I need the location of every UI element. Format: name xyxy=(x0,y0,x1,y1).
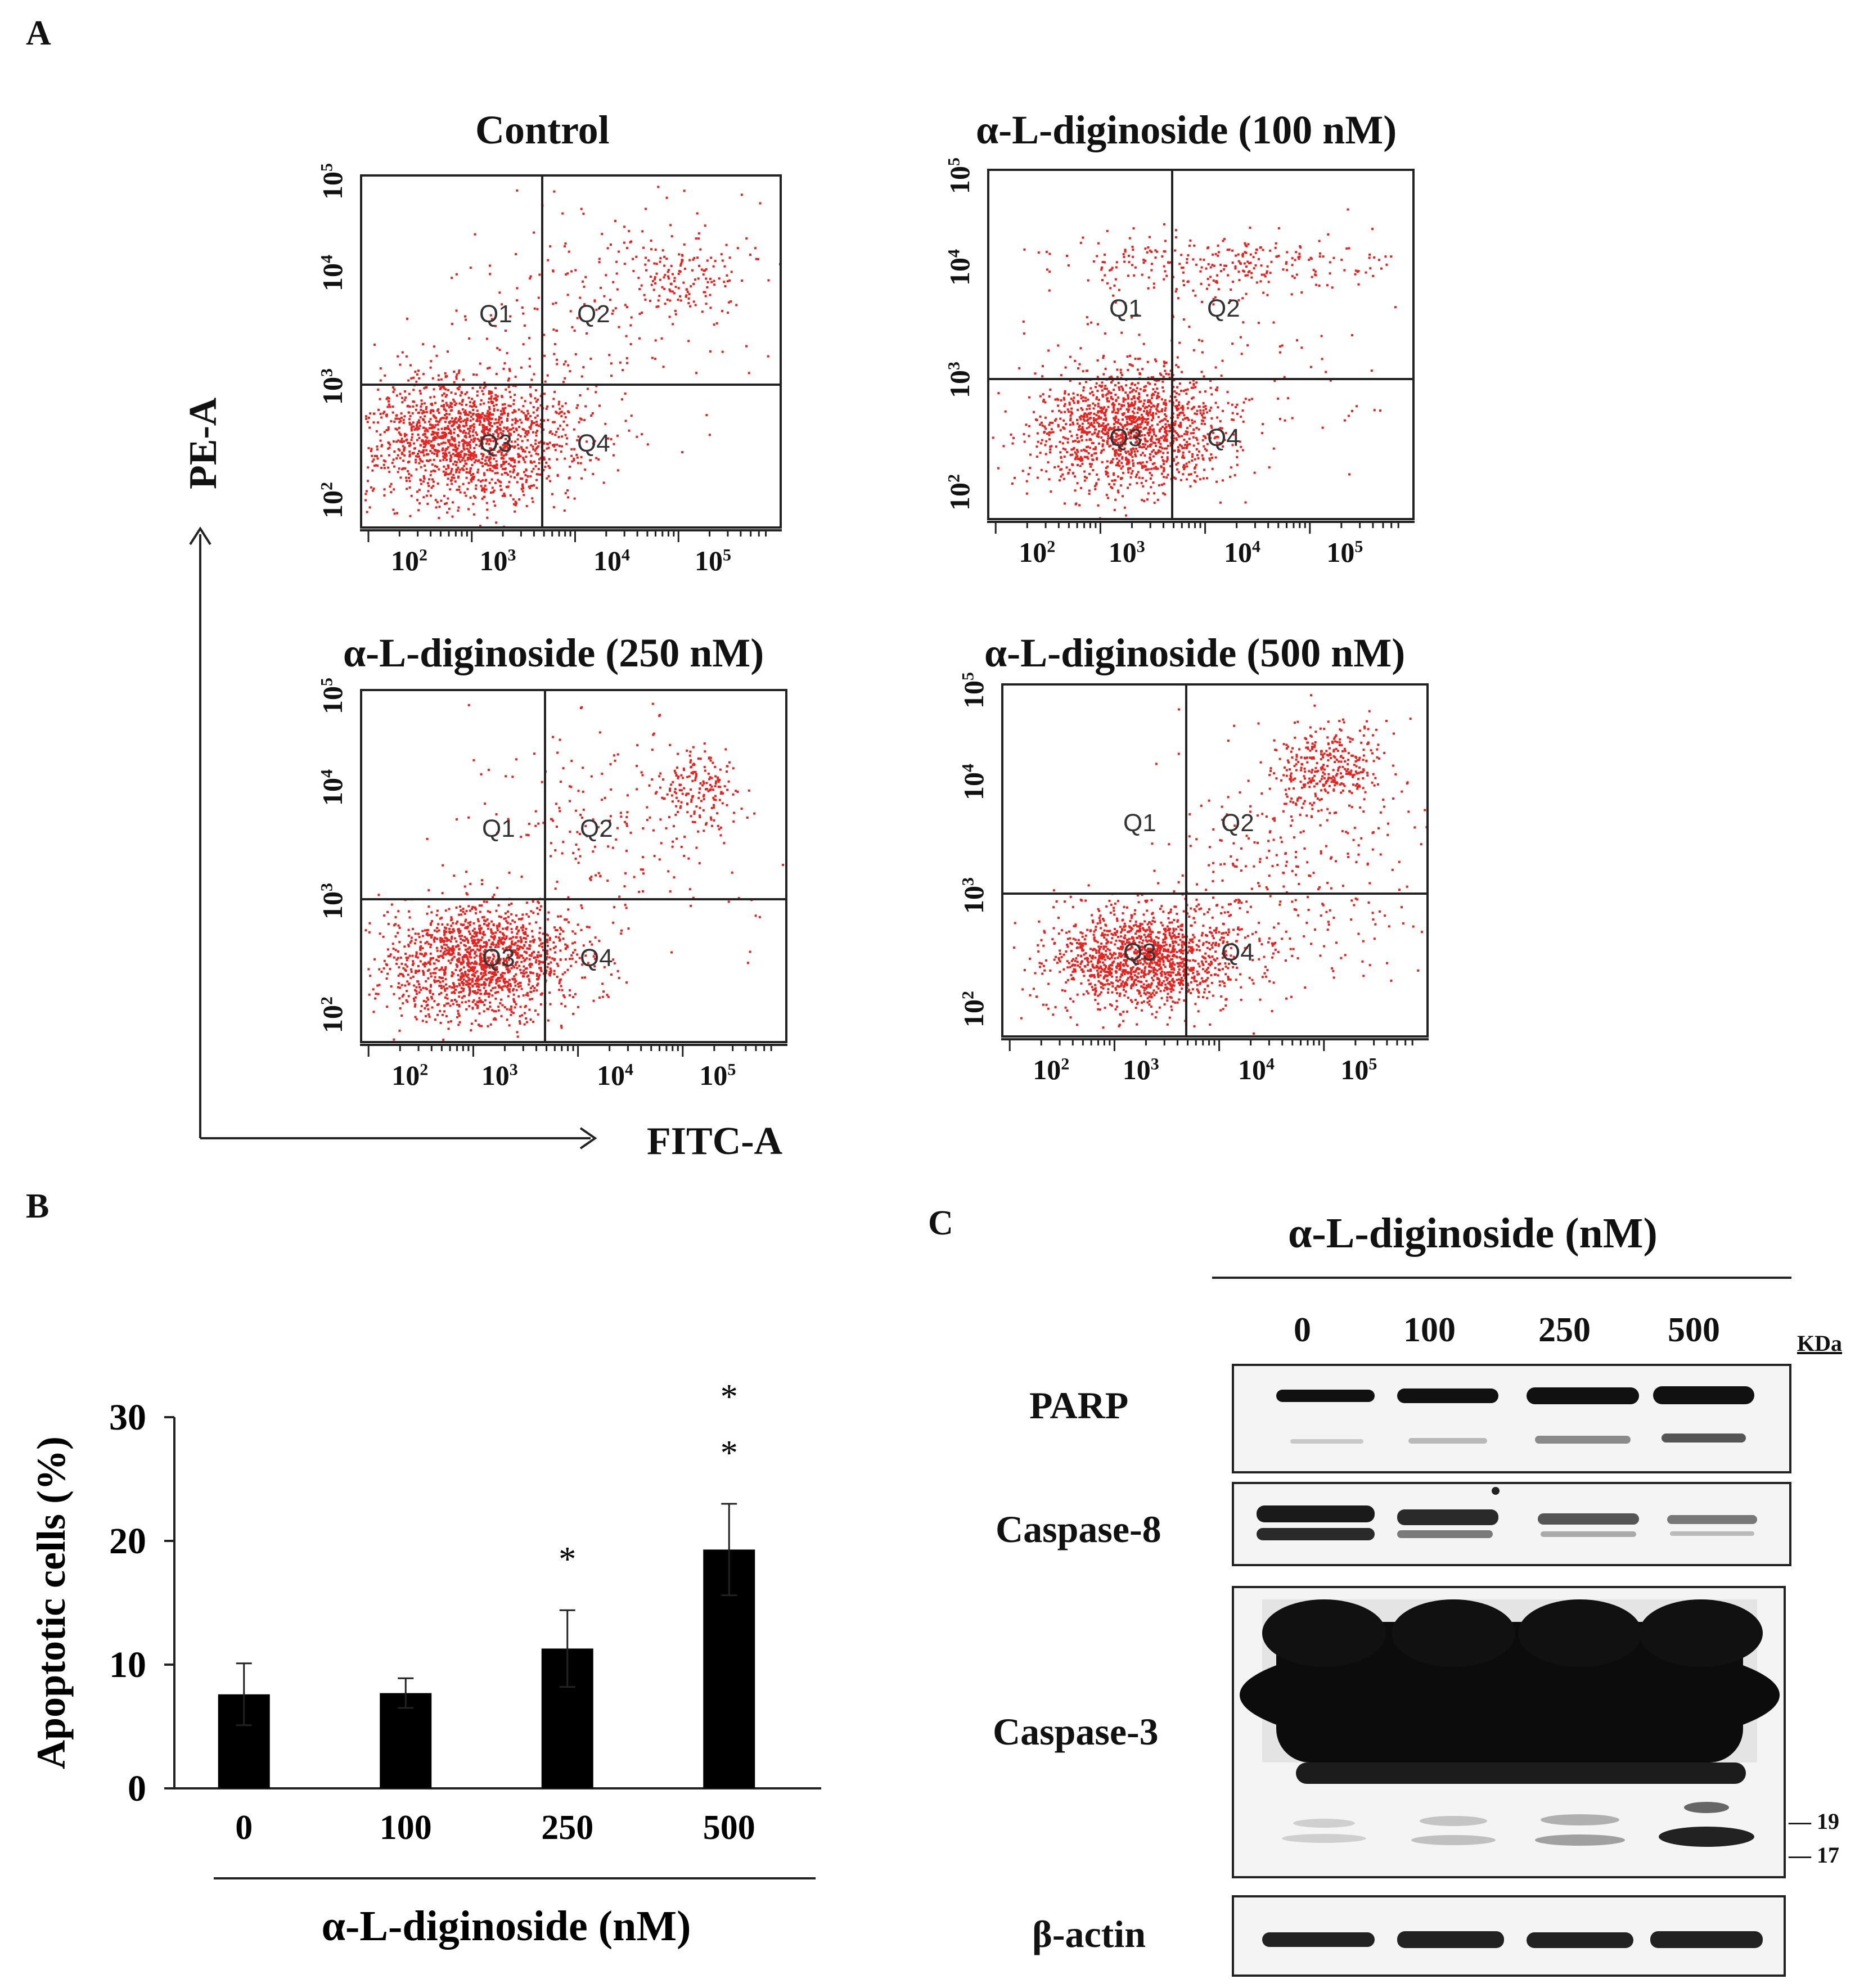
quadrant-label-q1: Q1 xyxy=(479,300,512,328)
x-category-label: 100 xyxy=(380,1809,432,1847)
marker-19: — 19 xyxy=(1789,1809,1839,1834)
quadrant-label-q3: Q3 xyxy=(482,944,515,972)
y-tick-label: 102 xyxy=(317,481,348,519)
flow-title-500nm: α-L-diginoside (500 nM) xyxy=(984,630,1406,675)
blot-caspase8 xyxy=(1232,1482,1791,1566)
blot-caspase3 xyxy=(1232,1586,1786,1878)
kda-label: KDa xyxy=(1797,1331,1842,1356)
quadrant-label-q2: Q2 xyxy=(580,815,613,842)
x-category-label: 500 xyxy=(703,1809,755,1847)
x-tick-label: 103 xyxy=(479,545,516,576)
x-tick-label: 104 xyxy=(593,545,630,576)
y-tick-label: 102 xyxy=(944,474,975,511)
panel-a-axes xyxy=(189,526,597,1149)
quadrant-label-q3: Q3 xyxy=(1109,424,1142,452)
significance-star: * xyxy=(721,1378,738,1416)
flow-plot-area: Q1 Q2 Q3 Q4 xyxy=(1001,683,1429,1038)
panel-b-label: B xyxy=(26,1187,49,1225)
y-tick-label: 105 xyxy=(958,671,989,709)
panel-c-label: C xyxy=(928,1204,953,1242)
y-tick-label: 103 xyxy=(317,368,348,405)
x-tick-label: 105 xyxy=(695,545,731,576)
fitc-a-label: FITC-A xyxy=(647,1120,783,1163)
y-tick-label: 103 xyxy=(944,361,975,398)
protein-label-parp: PARP xyxy=(1029,1384,1129,1427)
y-tick-label: 0 xyxy=(128,1768,146,1809)
quadrant-label-q1: Q1 xyxy=(482,815,515,842)
protein-label-caspase8: Caspase-8 xyxy=(996,1508,1161,1550)
y-tick-label: 102 xyxy=(958,990,989,1027)
flow-plot-area: Q1 Q2 Q3 Q4 xyxy=(987,169,1415,520)
quadrant-label-q1: Q1 xyxy=(1109,295,1142,322)
marker-17: — 17 xyxy=(1789,1842,1839,1868)
flow-title-100nm: α-L-diginoside (100 nM) xyxy=(976,107,1397,152)
panel-a-label: A xyxy=(26,14,51,52)
y-tick-label: 30 xyxy=(109,1397,146,1438)
flow-plot-area: Q1 Q2 Q3 Q4 xyxy=(360,174,782,529)
flow-plot-area: Q1 Q2 Q3 Q4 xyxy=(360,689,787,1043)
quadrant-label-q4: Q4 xyxy=(1207,424,1240,452)
y-tick-label: 104 xyxy=(317,769,348,806)
x-minor-ticks xyxy=(360,1044,787,1057)
y-tick-label: 20 xyxy=(109,1521,146,1562)
blot-parp xyxy=(1232,1364,1791,1473)
quadrant-label-q3: Q3 xyxy=(1123,939,1156,966)
protein-label-caspase3: Caspase-3 xyxy=(993,1710,1159,1753)
x-tick-label: 103 xyxy=(1108,537,1145,568)
lane-label-250: 250 xyxy=(1538,1311,1591,1349)
apoptosis-bar-chart: 0 10 20 30 0 100 250 * 500 * * α-L-diginoside (nM) A… xyxy=(29,1378,821,1950)
quadrant-label-q4: Q4 xyxy=(580,944,613,972)
x-minor-ticks xyxy=(1001,1038,1429,1051)
x-tick-label: 102 xyxy=(391,1060,429,1091)
quadrant-label-q3: Q3 xyxy=(479,430,512,457)
y-axis-title: Apoptotic cells (%) xyxy=(29,1436,74,1769)
y-tick-label: 105 xyxy=(944,157,975,194)
significance-star: * xyxy=(559,1540,576,1579)
x-minor-ticks xyxy=(987,521,1415,534)
blot-actin xyxy=(1232,1895,1786,1977)
x-tick-label: 105 xyxy=(699,1060,736,1091)
y-tick-label: 102 xyxy=(317,996,348,1033)
x-tick-label: 102 xyxy=(391,545,427,576)
x-tick-label: 104 xyxy=(1238,1054,1275,1085)
x-category-label: 250 xyxy=(541,1809,593,1847)
pe-a-label: PE-A xyxy=(182,397,225,489)
quadrant-label-q2: Q2 xyxy=(1221,809,1254,837)
x-tick-label: 103 xyxy=(1122,1054,1159,1085)
y-tick-label: 104 xyxy=(944,249,975,286)
quadrant-label-q4: Q4 xyxy=(577,430,610,457)
bar-100 xyxy=(380,1693,432,1788)
flow-title-250nm: α-L-diginoside (250 nM) xyxy=(343,630,764,675)
quadrant-label-q4: Q4 xyxy=(1221,939,1254,966)
x-tick-label: 105 xyxy=(1326,537,1363,568)
lane-label-100: 100 xyxy=(1403,1311,1456,1349)
y-tick-label: 104 xyxy=(317,255,348,292)
quadrant-label-q1: Q1 xyxy=(1123,809,1156,837)
x-tick-label: 102 xyxy=(1019,537,1056,568)
quadrant-label-q2: Q2 xyxy=(1207,295,1240,322)
x-tick-label: 105 xyxy=(1340,1054,1377,1085)
western-title: α-L-diginoside (nM) xyxy=(1288,1210,1658,1257)
y-tick-label: 104 xyxy=(958,764,989,801)
lane-label-0: 0 xyxy=(1294,1311,1311,1349)
y-tick-label: 103 xyxy=(958,877,989,914)
significance-star: * xyxy=(721,1434,738,1472)
x-tick-label: 103 xyxy=(481,1060,518,1091)
flow-title-control: Control xyxy=(475,107,610,152)
x-minor-ticks xyxy=(360,529,782,542)
y-tick-label: 10 xyxy=(109,1644,146,1685)
y-tick-label: 105 xyxy=(317,677,348,714)
x-category-label: 0 xyxy=(235,1809,253,1847)
protein-label-actin: β-actin xyxy=(1032,1913,1146,1955)
y-tick-label: 105 xyxy=(317,163,348,200)
x-tick-label: 104 xyxy=(597,1060,633,1091)
western-title-rule xyxy=(1212,1277,1791,1279)
x-tick-label: 104 xyxy=(1224,537,1260,568)
lane-label-500: 500 xyxy=(1668,1311,1720,1349)
x-tick-label: 102 xyxy=(1033,1054,1070,1085)
y-tick-label: 103 xyxy=(317,883,348,919)
quadrant-label-q2: Q2 xyxy=(577,300,610,328)
x-axis-title: α-L-diginoside (nM) xyxy=(322,1903,691,1950)
